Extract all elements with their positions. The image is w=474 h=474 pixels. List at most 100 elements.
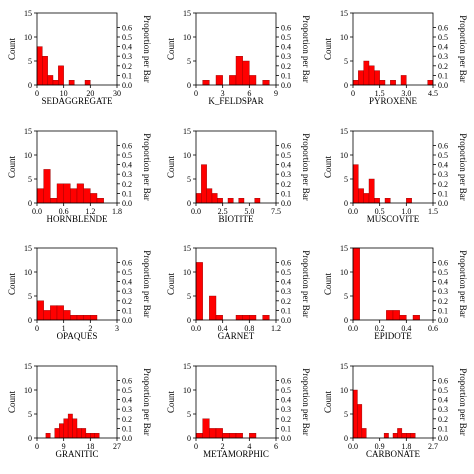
bar-biotite-1 — [201, 164, 207, 204]
y2-tick-label: 0.4 — [438, 278, 448, 287]
bar-opaques-7 — [83, 315, 91, 321]
bar-hornblende-9 — [96, 197, 104, 204]
y2-axis-title: Proportion per Bar — [458, 368, 468, 436]
plot-frame — [36, 130, 118, 204]
bar-biotite-0 — [195, 193, 202, 204]
y2-tick-label: 0.1 — [438, 189, 448, 198]
y2-tick-label: 0.2 — [281, 180, 291, 189]
y2-axis-title: Proportion per Bar — [458, 250, 468, 318]
y2-tick-label: 0.0 — [281, 316, 291, 325]
y2-tick-label: 0.5 — [438, 151, 448, 160]
x-tick-label: 1 — [62, 324, 66, 333]
panel-hornblende: 0.0 0.6 1.2 1.80510150.00.10.20.30.40.50.6C… — [7, 127, 152, 224]
bar-opaques-3 — [56, 305, 64, 321]
y-tick-label: 5 — [28, 410, 32, 419]
y2-tick-label: 0.0 — [122, 316, 132, 325]
y-axis-title: Count — [7, 273, 17, 296]
x-tick-label: 0 — [35, 324, 39, 333]
y2-tick-label: 0.5 — [122, 33, 132, 42]
bar-carbonate-9 — [392, 433, 398, 439]
panel-opaques: 0 1 2 3 0 5 10 15 0.00.10.20.30.40.50.6 Count Prop… — [7, 244, 152, 341]
y2-tick-label: 0.4 — [122, 278, 132, 287]
x-tick-label: 1.5 — [428, 207, 438, 216]
bar-muscovite-0 — [352, 164, 359, 204]
bar-sedaggregate-6 — [68, 79, 75, 86]
plot-frame — [352, 365, 434, 439]
x-axis-title: SEDAGGREGATE — [42, 96, 114, 106]
y2-tick-label: 0.6 — [122, 258, 132, 267]
y2-tick-label: 0.5 — [281, 268, 291, 277]
x-tick-label: 0.0 — [348, 442, 358, 451]
y2-tick-label: 0.0 — [281, 199, 291, 208]
y-tick-label: 5 — [28, 175, 32, 184]
bar-muscovite-2 — [363, 193, 370, 204]
bar-muscovite-3 — [368, 178, 375, 204]
y2-tick-label: 0.0 — [438, 81, 448, 90]
bar-pyroxene-14 — [427, 79, 434, 86]
y2-tick-label: 0.5 — [122, 386, 132, 395]
bar-opaques-5 — [70, 315, 78, 321]
x-axis-title: BIOTITE — [219, 214, 254, 224]
bar-carbonate-11 — [401, 433, 407, 439]
y2-tick-label: 0.4 — [122, 43, 132, 52]
bar-muscovite-6 — [384, 197, 391, 204]
bar-sedaggregate-1 — [42, 56, 48, 86]
y-tick-label: 5 — [187, 410, 191, 419]
bar-pyroxene-0 — [352, 79, 359, 86]
y2-tick-label: 0.3 — [281, 170, 291, 179]
bar-metamorphic-5 — [229, 433, 237, 439]
y-axis-title: Count — [166, 273, 176, 296]
y2-axis-title: Proportion per Bar — [142, 133, 152, 201]
plot-frame — [352, 130, 434, 204]
y2-tick-label: 0.3 — [438, 170, 448, 179]
x-axis-title: MUSCOVITE — [367, 214, 420, 224]
y2-tick-label: 0.1 — [281, 189, 291, 198]
y-tick-label: 5 — [187, 57, 191, 66]
y2-axis-title: Proportion per Bar — [301, 15, 311, 83]
x-tick-label: 9 — [274, 89, 278, 98]
x-axis-title: CARBONATE — [366, 449, 421, 459]
y-tick-label: 10 — [183, 151, 191, 160]
x-axis-title: GARNET — [218, 331, 255, 341]
panel-carbonate: 0.0 0.9 1.8 2.70510150.00.10.20.30.40.50.6C… — [323, 362, 468, 459]
y2-tick-label: 0.1 — [281, 306, 291, 315]
y2-tick-label: 0.3 — [281, 287, 291, 296]
panel-metamorphic: 0 2 4 6 0 5 10 15 0.00.10.20.30.40.50.6 Count Prop… — [166, 362, 311, 459]
y2-tick-label: 0.0 — [122, 199, 132, 208]
bar-k-feldspar-8 — [249, 75, 257, 86]
bar-k-feldspar-7 — [242, 60, 250, 86]
x-tick-label: 0.6 — [428, 324, 438, 333]
y2-axis-title: Proportion per Bar — [301, 250, 311, 318]
y2-tick-label: 0.3 — [122, 170, 132, 179]
bar-sedaggregate-9 — [84, 79, 91, 86]
x-tick-label: 0.4 — [401, 324, 411, 333]
x-tick-label: 6 — [247, 89, 251, 98]
y-tick-label: 10 — [340, 33, 348, 42]
plot-frame — [195, 247, 277, 321]
bar-pyroxene-9 — [400, 75, 407, 86]
y2-tick-label: 0.3 — [438, 287, 448, 296]
x-tick-label: 27 — [113, 442, 121, 451]
bar-metamorphic-0 — [195, 433, 203, 439]
y-axis-title: Count — [166, 391, 176, 414]
panel-sedaggregate: 0 10 20 30 0 5 10 15 0.00.10.20.30.40.50.6 Count P… — [7, 9, 152, 106]
x-tick-label: 0 — [194, 89, 198, 98]
x-tick-label: 0.5 — [375, 207, 385, 216]
x-tick-label: 3 — [115, 324, 119, 333]
bar-granitic-4 — [54, 428, 60, 439]
plot-frame — [352, 247, 434, 321]
x-tick-label: 10 — [60, 89, 68, 98]
bar-pyroxene-3 — [368, 65, 375, 86]
bar-garnet-8 — [249, 315, 257, 321]
y2-tick-label: 0.5 — [438, 33, 448, 42]
plot-frame — [36, 365, 118, 439]
x-tick-label: 6 — [274, 442, 278, 451]
x-tick-label: 4.5 — [428, 89, 438, 98]
x-axis-title: EPIDOTE — [374, 331, 412, 341]
y2-tick-label: 0.1 — [122, 424, 132, 433]
bar-hornblende-8 — [90, 193, 98, 204]
y2-tick-label: 0.6 — [281, 141, 291, 150]
y-tick-label: 10 — [24, 33, 32, 42]
bar-opaques-2 — [50, 305, 58, 321]
x-tick-label: 0 — [351, 89, 355, 98]
